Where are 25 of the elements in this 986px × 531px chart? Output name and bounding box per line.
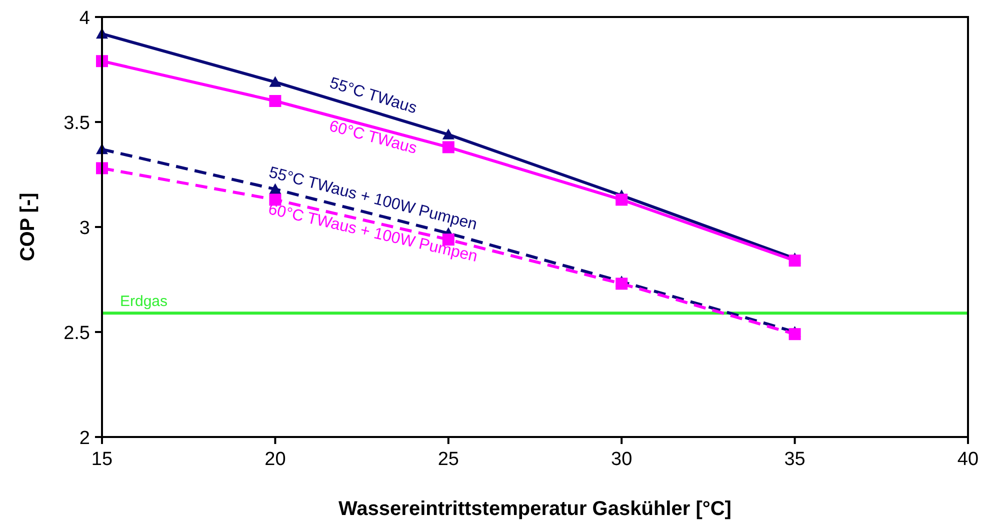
y-tick-label: 4 — [79, 8, 90, 29]
x-tick-label: 40 — [957, 449, 979, 470]
point — [788, 328, 801, 340]
y-axis-title: COP [-] — [17, 192, 39, 262]
text: 55°C TWaus — [328, 74, 419, 118]
point — [616, 194, 628, 206]
y-tick-label: 2 — [79, 428, 90, 449]
point — [442, 141, 454, 154]
y-tick-label: 3 — [79, 218, 90, 239]
point — [269, 76, 282, 87]
x-tick-label: 25 — [438, 449, 459, 470]
x-tick-label: 15 — [91, 449, 113, 470]
ref-line-label: Erdgas — [120, 293, 168, 310]
point — [442, 128, 454, 140]
x-tick-label: 20 — [264, 449, 286, 470]
text: 60°C TWaus — [327, 118, 419, 158]
y-tick-label: 3.5 — [64, 113, 90, 134]
x-tick-label: 30 — [611, 449, 632, 470]
point — [269, 95, 282, 107]
y-tick-label: 2.5 — [64, 323, 90, 344]
x-tick-label: 35 — [784, 449, 806, 470]
x-axis-title: Wassereintrittstemperatur Gaskühler [°C] — [338, 498, 732, 520]
point — [616, 278, 628, 290]
point — [788, 254, 801, 267]
point — [269, 194, 282, 206]
